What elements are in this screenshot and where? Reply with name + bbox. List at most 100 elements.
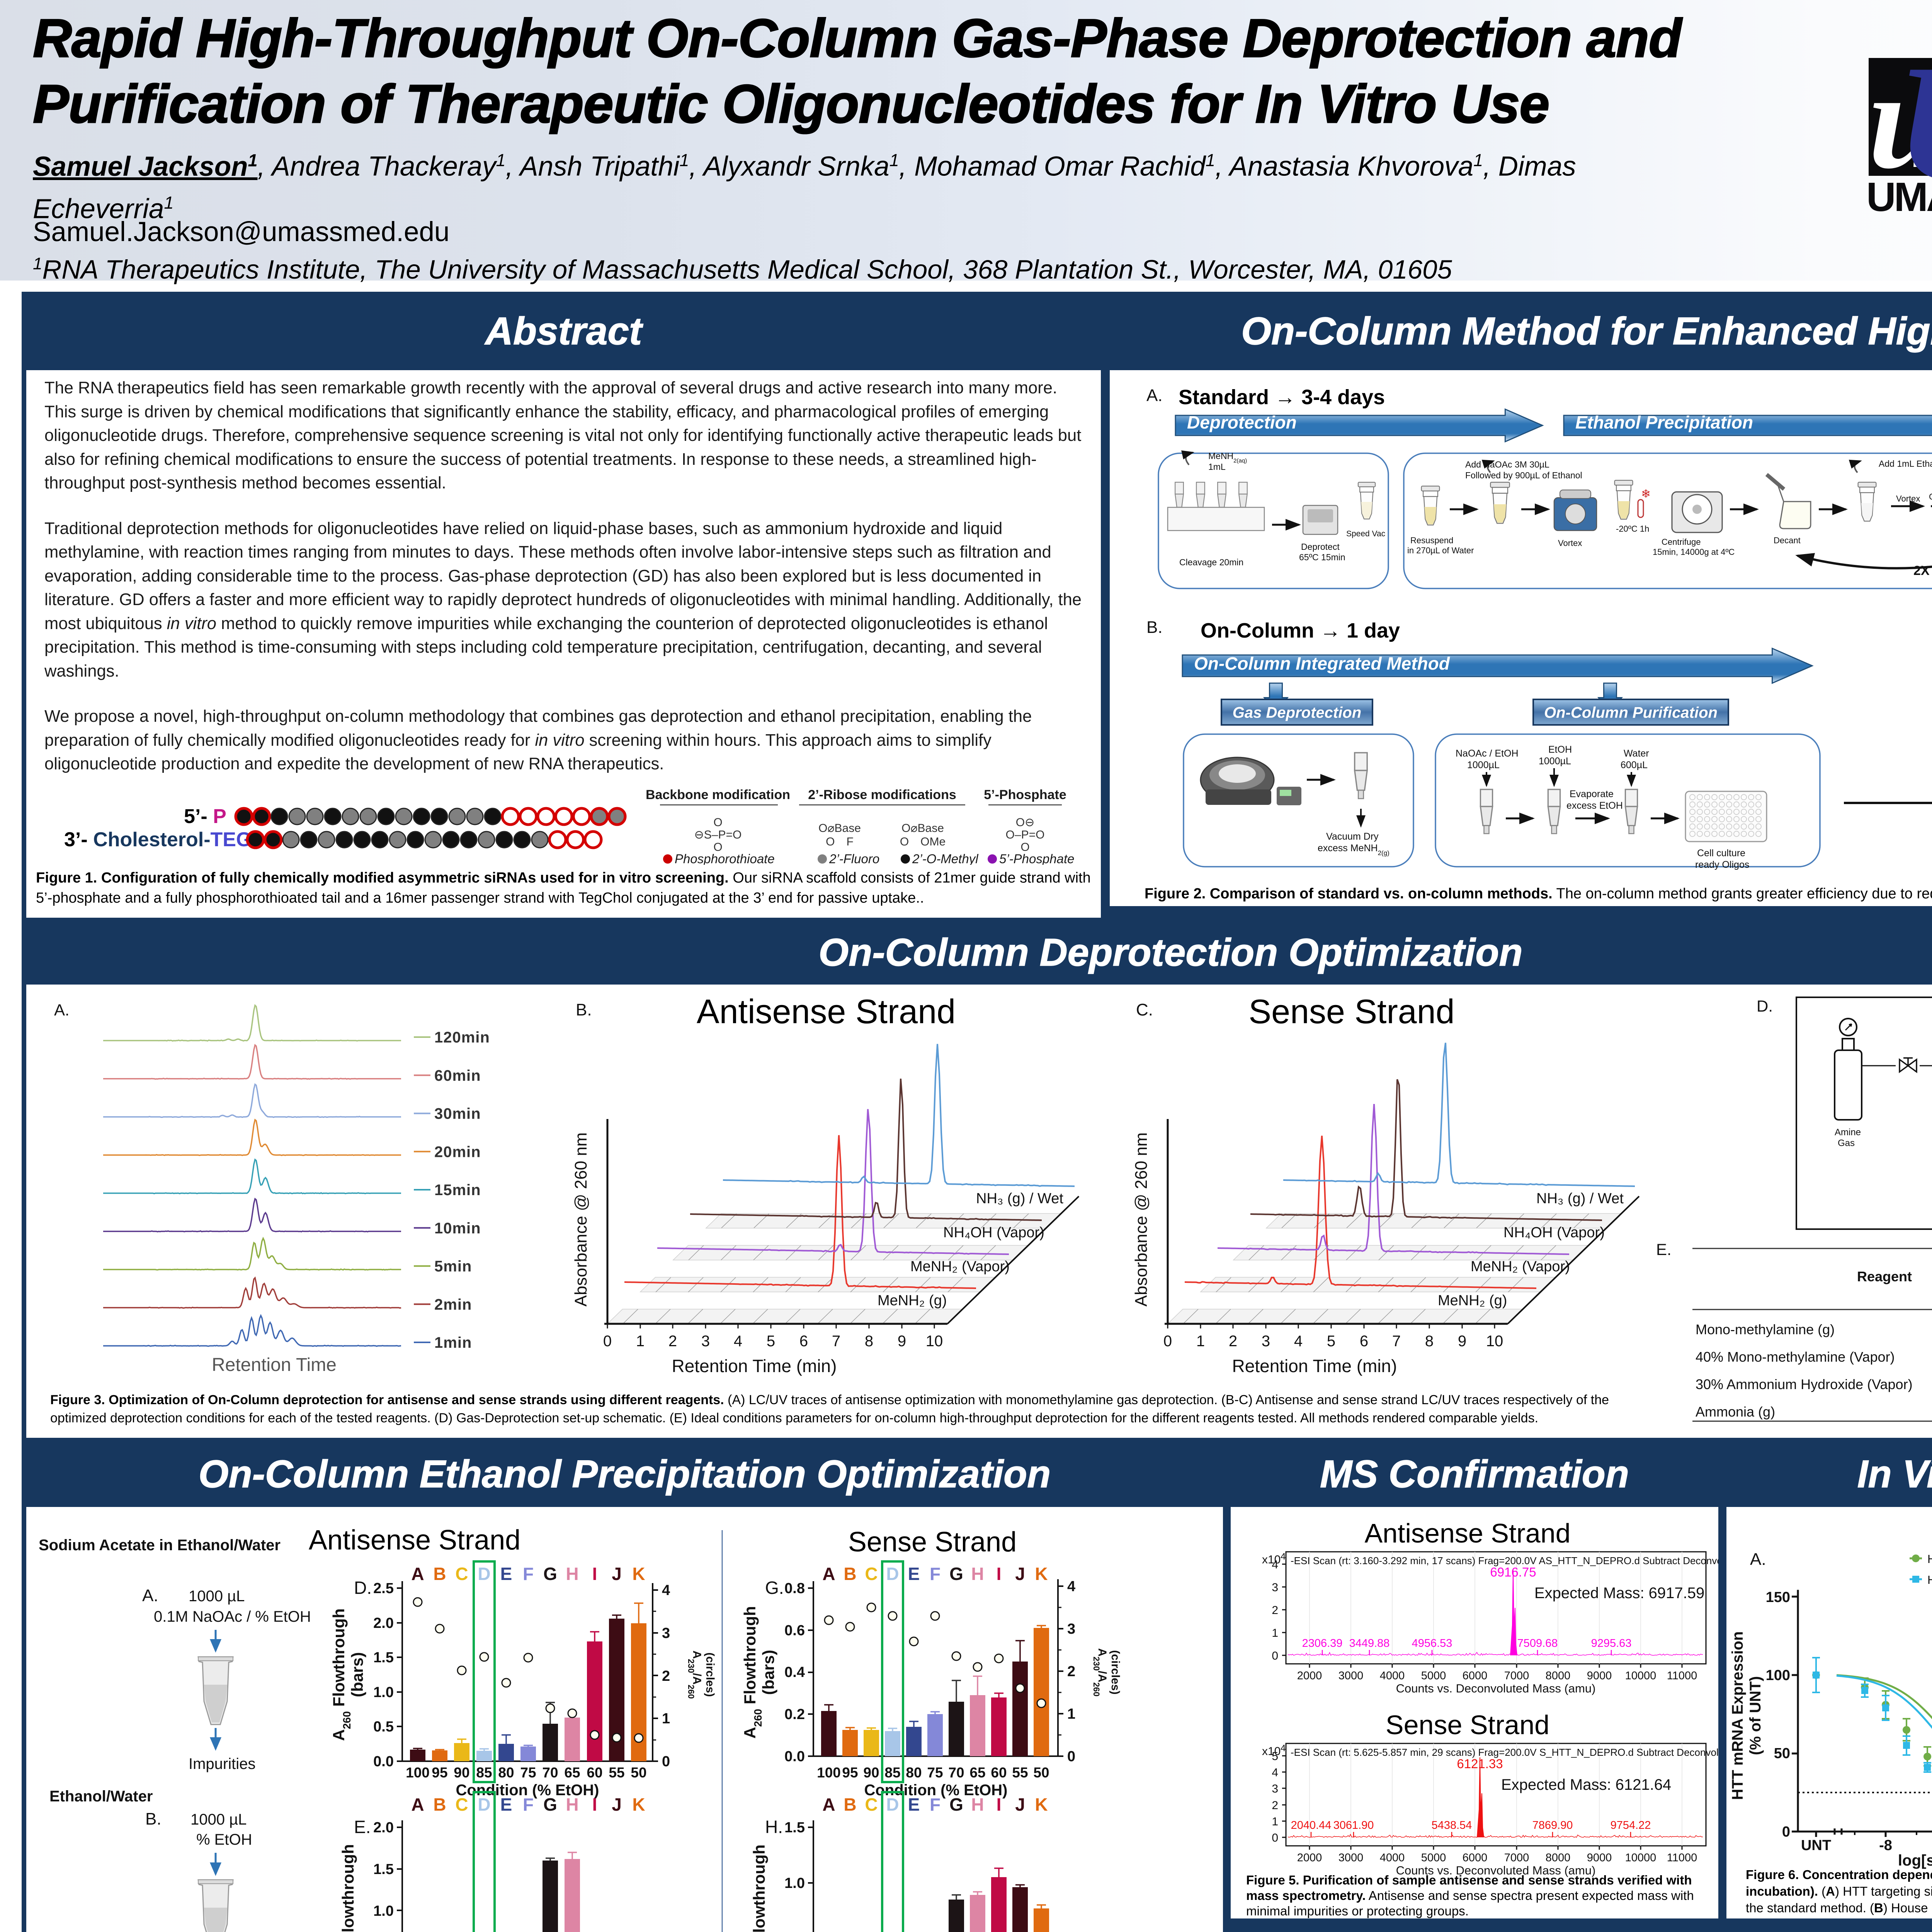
svg-text:7000: 7000 <box>1504 1852 1529 1864</box>
svg-text:1: 1 <box>662 1711 670 1727</box>
svg-text:C: C <box>455 1564 468 1584</box>
svg-text:Standard → 3-4 days: Standard → 3-4 days <box>1179 386 1385 409</box>
svg-text:UNT: UNT <box>1801 1837 1831 1854</box>
svg-text:ready Oligos: ready Oligos <box>1695 859 1749 870</box>
svg-text:Water: Water <box>1624 748 1649 759</box>
svg-text:4: 4 <box>1067 1578 1075 1595</box>
svg-text:Centrifuge: Centrifuge <box>1929 492 1932 502</box>
svg-text:A.: A. <box>142 1586 158 1605</box>
svg-text:Reagent: Reagent <box>1857 1269 1912 1284</box>
svg-text:O–P=O: O–P=O <box>1006 828 1045 841</box>
svg-text:H.: H. <box>765 1817 783 1837</box>
svg-text:0.0: 0.0 <box>784 1748 805 1765</box>
svg-text:2: 2 <box>662 1668 670 1684</box>
svg-text:8000: 8000 <box>1546 1670 1571 1682</box>
svg-text:5min: 5min <box>434 1258 472 1275</box>
svg-text:2040.44: 2040.44 <box>1291 1819 1332 1832</box>
svg-text:Counts vs. Deconvoluted Mass (: Counts vs. Deconvoluted Mass (amu) <box>1396 1682 1596 1695</box>
svg-text:A.: A. <box>54 1001 70 1019</box>
svg-text:7509.68: 7509.68 <box>1517 1637 1558 1650</box>
svg-text:A.: A. <box>1146 386 1163 405</box>
svg-text:C: C <box>865 1794 878 1815</box>
svg-text:50: 50 <box>1774 1745 1790 1762</box>
svg-text:9754.22: 9754.22 <box>1611 1819 1651 1832</box>
svg-text:5: 5 <box>1327 1333 1335 1350</box>
svg-text:O: O <box>713 816 722 829</box>
svg-text:A: A <box>822 1564 835 1584</box>
svg-text:6000: 6000 <box>1463 1670 1488 1682</box>
svg-text:11000: 11000 <box>1667 1852 1697 1864</box>
svg-text:2’-Fluoro: 2’-Fluoro <box>829 852 879 865</box>
svg-text:Gas: Gas <box>1838 1138 1855 1148</box>
svg-text:3: 3 <box>701 1333 710 1350</box>
svg-text:Mono-methylamine (g): Mono-methylamine (g) <box>1696 1321 1835 1337</box>
svg-text:❄: ❄ <box>1641 488 1651 500</box>
svg-text:15min, 14000g at 4ºC: 15min, 14000g at 4ºC <box>1653 547 1735 557</box>
svg-text:2.5: 2.5 <box>373 1580 394 1597</box>
svg-text:1.5: 1.5 <box>373 1650 394 1666</box>
svg-text:A230/A260: A230/A260 <box>687 1650 704 1699</box>
svg-text:G.: G. <box>765 1578 784 1598</box>
svg-text:1: 1 <box>1272 1815 1278 1828</box>
svg-text:H: H <box>971 1564 984 1584</box>
svg-text:85: 85 <box>884 1765 900 1781</box>
svg-text:E: E <box>500 1794 512 1815</box>
svg-text:K: K <box>1035 1794 1048 1815</box>
svg-text:⊖S–P=O: ⊖S–P=O <box>694 828 742 841</box>
svg-text:(bars): (bars) <box>759 1650 777 1695</box>
svg-text:70: 70 <box>542 1765 558 1781</box>
svg-text:7: 7 <box>1392 1333 1401 1350</box>
svg-text:A: A <box>822 1794 835 1815</box>
svg-text:3: 3 <box>1262 1333 1270 1350</box>
svg-text:8: 8 <box>1425 1333 1434 1350</box>
svg-text:65: 65 <box>969 1765 985 1781</box>
svg-text:Evaporate: Evaporate <box>1570 789 1614 799</box>
svg-text:4: 4 <box>1272 1558 1278 1571</box>
svg-text:D.: D. <box>1757 997 1773 1015</box>
svg-text:Vacuum Dry: Vacuum Dry <box>1326 831 1379 842</box>
svg-text:NH₄OH (Vapor): NH₄OH (Vapor) <box>1503 1225 1605 1241</box>
svg-text:HTT mRNA Expression: HTT mRNA Expression <box>1729 1631 1746 1800</box>
svg-text:7: 7 <box>832 1333 840 1350</box>
svg-text:1: 1 <box>1196 1333 1205 1350</box>
svg-text:E: E <box>908 1564 920 1584</box>
svg-text:F: F <box>523 1564 534 1584</box>
svg-text:15min: 15min <box>434 1182 481 1199</box>
svg-text:On-Column Purification: On-Column Purification <box>1544 704 1718 721</box>
svg-text:A260 Flowthrough: A260 Flowthrough <box>750 1845 773 1932</box>
svg-text:1000 µL: 1000 µL <box>189 1588 245 1605</box>
svg-text:B.: B. <box>1146 618 1163 637</box>
svg-text:2000: 2000 <box>1297 1852 1322 1864</box>
svg-text:Add 1mL Ethanol 70%: Add 1mL Ethanol 70% <box>1879 459 1932 469</box>
svg-text:Retention Time (min): Retention Time (min) <box>1232 1356 1397 1376</box>
svg-text:3: 3 <box>662 1625 670 1641</box>
svg-text:Sodium Acetate in Ethanol/Wate: Sodium Acetate in Ethanol/Water <box>39 1537 281 1554</box>
svg-text:95: 95 <box>432 1765 447 1781</box>
svg-text:50: 50 <box>1033 1765 1049 1781</box>
svg-text:Vortex: Vortex <box>1558 538 1582 548</box>
svg-text:O⌀Base: O⌀Base <box>901 822 944 835</box>
svg-text:B: B <box>844 1564 856 1584</box>
svg-text:A.: A. <box>1750 1550 1766 1569</box>
svg-text:6121.33: 6121.33 <box>1457 1757 1503 1771</box>
svg-text:3449.88: 3449.88 <box>1349 1637 1390 1650</box>
svg-text:F: F <box>523 1794 534 1815</box>
svg-text:50: 50 <box>631 1765 646 1781</box>
svg-text:1.0: 1.0 <box>373 1684 394 1701</box>
svg-text:4956.53: 4956.53 <box>1412 1637 1452 1650</box>
svg-text:2: 2 <box>668 1333 677 1350</box>
svg-text:75: 75 <box>520 1765 536 1781</box>
svg-text:Vortex: Vortex <box>1896 494 1920 503</box>
svg-text:Antisense Strand: Antisense Strand <box>697 992 956 1031</box>
svg-text:MeNH₂ (g): MeNH₂ (g) <box>878 1293 947 1309</box>
svg-text:2: 2 <box>1272 1799 1278 1812</box>
svg-text:2: 2 <box>1067 1663 1075 1680</box>
svg-text:10min: 10min <box>434 1220 481 1237</box>
svg-text:4: 4 <box>1281 1743 1286 1753</box>
svg-text:D: D <box>478 1794 490 1815</box>
svg-text:30min: 30min <box>434 1105 481 1122</box>
svg-text:Expected Mass: 6917.59: Expected Mass: 6917.59 <box>1534 1585 1704 1602</box>
svg-text:-ESI Scan (rt: 5.625-5.857 min: -ESI Scan (rt: 5.625-5.857 min, 29 scans… <box>1291 1747 1718 1758</box>
svg-text:H: H <box>566 1794 578 1815</box>
svg-text:B: B <box>433 1794 446 1815</box>
